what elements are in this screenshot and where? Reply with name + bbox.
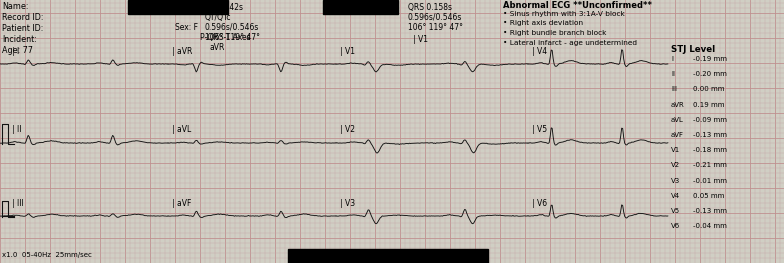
Text: | V1: | V1 — [340, 47, 355, 55]
Text: V5: V5 — [671, 208, 681, 214]
Text: -0.04 mm: -0.04 mm — [693, 223, 727, 229]
Text: | V6: | V6 — [532, 199, 547, 208]
Text: | V1: | V1 — [413, 35, 428, 44]
Text: | aVL: | aVL — [172, 125, 191, 134]
Text: V6: V6 — [671, 223, 681, 229]
Text: -0.21 mm: -0.21 mm — [693, 162, 727, 168]
Text: Incident:: Incident: — [2, 35, 37, 44]
Text: V4: V4 — [671, 193, 681, 199]
Text: | II: | II — [12, 125, 21, 134]
Text: Sex: F: Sex: F — [175, 23, 198, 32]
Text: 0.596s/0.546s: 0.596s/0.546s — [408, 13, 463, 22]
Text: -0.01 mm: -0.01 mm — [693, 178, 727, 184]
Text: III: III — [671, 87, 677, 92]
Text: x1.0  05-40Hz  25mm/sec: x1.0 05-40Hz 25mm/sec — [2, 252, 92, 258]
Text: Age: 77: Age: 77 — [2, 46, 33, 55]
Text: Abnormal ECG **Unconfirmed**: Abnormal ECG **Unconfirmed** — [503, 1, 652, 10]
Text: V1: V1 — [671, 147, 681, 153]
Text: • Right axis deviation: • Right axis deviation — [503, 21, 583, 27]
Bar — [323, 0, 398, 14]
Text: aVR: aVR — [671, 102, 684, 108]
Text: II: II — [671, 71, 675, 77]
Text: STJ Level: STJ Level — [671, 45, 715, 54]
Text: | aVF: | aVF — [172, 199, 191, 208]
Text: -0.13 mm: -0.13 mm — [693, 132, 727, 138]
Text: aVF: aVF — [671, 132, 684, 138]
Text: • Lateral infarct - age undetermined: • Lateral infarct - age undetermined — [503, 39, 637, 45]
Text: aVR: aVR — [210, 43, 225, 52]
Text: 106° 119° 47°: 106° 119° 47° — [205, 33, 260, 42]
Text: 0.00 mm: 0.00 mm — [693, 87, 724, 92]
Text: 0.596s/0.546s: 0.596s/0.546s — [205, 23, 260, 32]
Text: | I: | I — [12, 47, 20, 55]
Bar — [288, 249, 488, 263]
Text: • Right bundle branch block: • Right bundle branch block — [503, 30, 606, 36]
Text: QRS 0.158s: QRS 0.158s — [408, 3, 452, 12]
Text: | V5: | V5 — [532, 125, 547, 134]
Text: Name:: Name: — [2, 2, 28, 11]
Text: 0.19 mm: 0.19 mm — [693, 102, 724, 108]
Text: -0.20 mm: -0.20 mm — [693, 71, 727, 77]
Text: -0.19 mm: -0.19 mm — [693, 56, 727, 62]
Text: P-QRS-T Axes: P-QRS-T Axes — [200, 33, 251, 42]
Text: -0.13 mm: -0.13 mm — [693, 208, 727, 214]
Text: | III: | III — [12, 199, 24, 208]
Text: Record ID:: Record ID: — [2, 13, 43, 22]
Text: QT/QTc: QT/QTc — [205, 13, 231, 22]
Text: V2: V2 — [671, 162, 681, 168]
Text: | aVR: | aVR — [172, 47, 192, 55]
Text: PR 0.242s: PR 0.242s — [205, 3, 243, 12]
Text: -0.09 mm: -0.09 mm — [693, 117, 727, 123]
Text: • Sinus rhythm with 3:1A-V block: • Sinus rhythm with 3:1A-V block — [503, 11, 625, 17]
Text: | V3: | V3 — [340, 199, 355, 208]
Text: I: I — [671, 56, 673, 62]
Text: | V2: | V2 — [340, 125, 355, 134]
Bar — [128, 0, 228, 14]
Text: 106° 119° 47°: 106° 119° 47° — [408, 23, 463, 32]
Text: 0.05 mm: 0.05 mm — [693, 193, 724, 199]
Text: -0.18 mm: -0.18 mm — [693, 147, 727, 153]
Text: aVL: aVL — [671, 117, 684, 123]
Text: Patient ID:: Patient ID: — [2, 24, 43, 33]
Text: V3: V3 — [671, 178, 681, 184]
Text: | V4: | V4 — [532, 47, 547, 55]
